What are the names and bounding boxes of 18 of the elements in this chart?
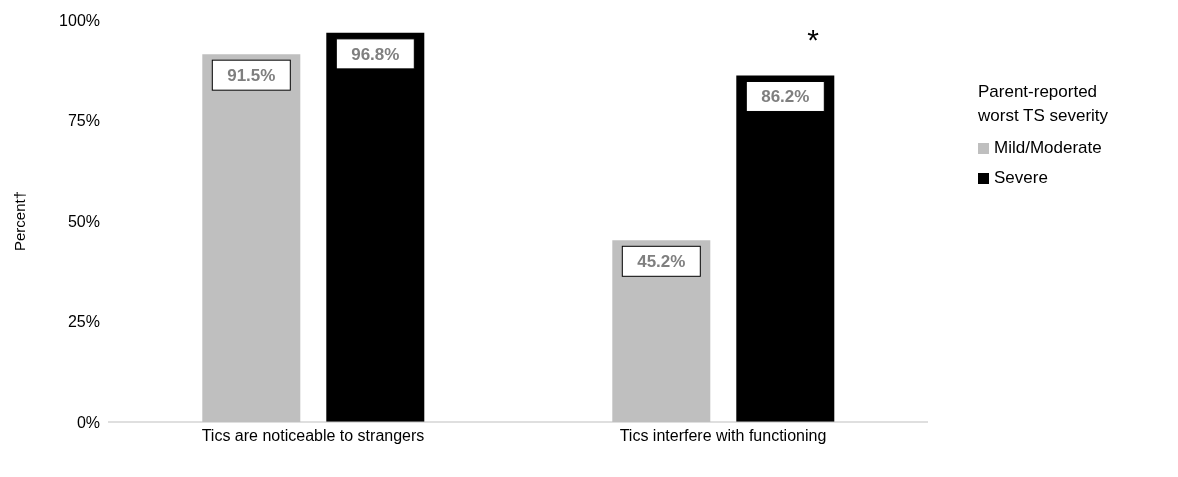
x-tick-label: Tics are noticeable to strangers (201, 427, 425, 445)
x-tick-label: Tics interfere with functioning (619, 427, 827, 445)
y-tick-label: 25% (67, 313, 100, 331)
data-label: 96.8% (351, 44, 400, 64)
data-label: 86.2% (761, 87, 810, 107)
bar (326, 32, 425, 422)
bar (736, 75, 835, 422)
legend-label: Mild/Moderate (994, 137, 1102, 159)
data-label: 45.2% (637, 252, 686, 272)
legend-label: Severe (994, 167, 1048, 189)
y-tick-label: 100% (59, 11, 100, 29)
y-tick-label: 0% (76, 413, 100, 431)
data-label: 91.5% (227, 66, 276, 86)
y-tick-label: 50% (67, 212, 100, 230)
annotation: * (806, 23, 821, 57)
y-tick-label: 75% (67, 112, 100, 130)
y-axis-title: Percent† (11, 190, 29, 252)
legend-title: Parent-reported worst TS severity (978, 81, 1110, 127)
